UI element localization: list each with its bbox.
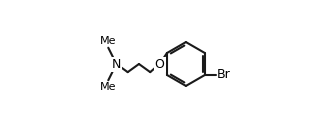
Text: Me: Me — [100, 82, 116, 92]
Text: O: O — [155, 57, 165, 71]
Text: Me: Me — [100, 36, 116, 46]
Text: N: N — [112, 57, 121, 71]
Text: Br: Br — [217, 68, 231, 81]
